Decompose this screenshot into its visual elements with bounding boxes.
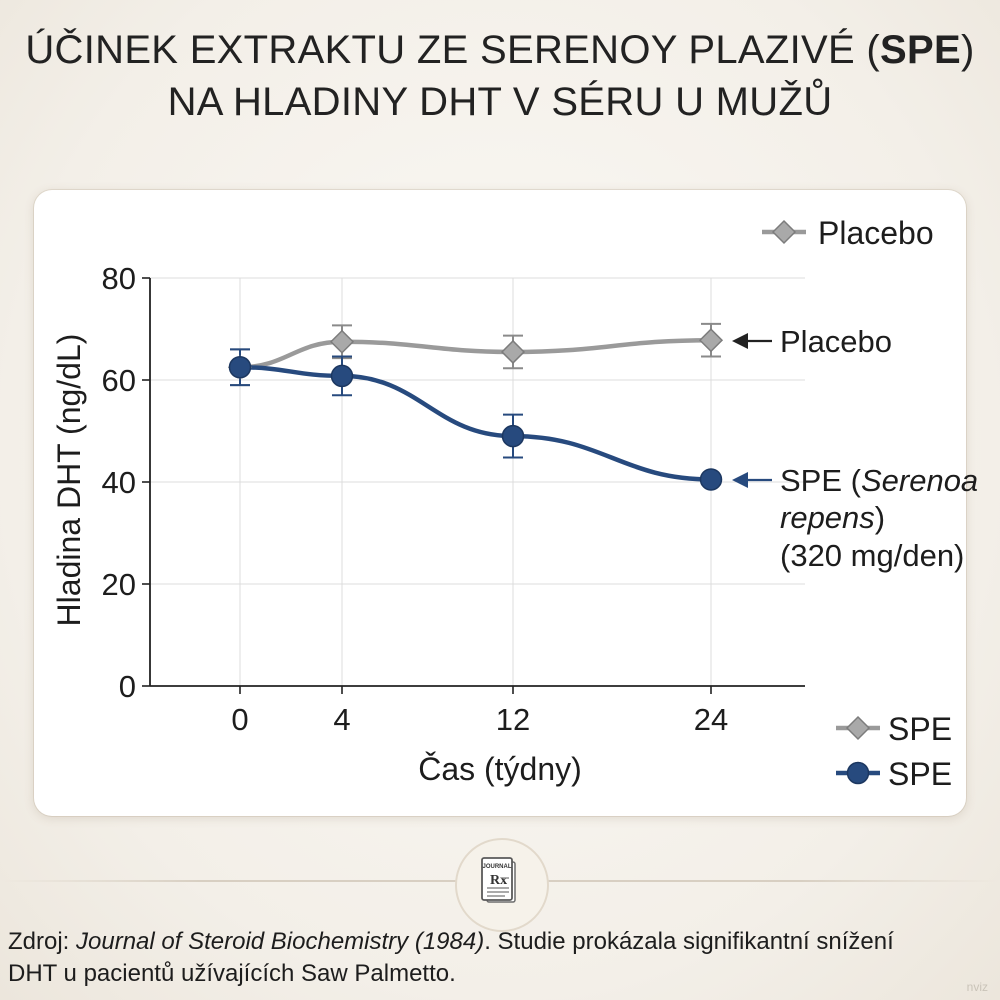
annotation-spe-dose: (320 mg/den) — [780, 538, 964, 573]
y-axis-label: Hladina DHT (ng/dL) — [51, 334, 87, 627]
annotation-spe-prefix: SPE ( — [780, 463, 862, 498]
legend-bottom-marker-diamond — [845, 715, 871, 741]
x-tick-label: 12 — [496, 702, 530, 737]
chart-ticks: 0 20 40 60 80 0 4 12 24 Čas (týdny) Hladina DHT (n… — [51, 261, 728, 787]
legend-bottom-marker-circle — [846, 761, 870, 785]
series-line-placebo — [237, 337, 714, 370]
y-tick-label: 80 — [102, 261, 136, 296]
source-line-1: Zdroj: Journal of Steroid Biochemistry (… — [8, 928, 894, 955]
data-point-spe-4 — [330, 364, 354, 388]
y-tick-label: 0 — [119, 669, 136, 704]
annotation-spe-line-1: SPE (Serenoa — [780, 463, 978, 498]
chart-title: ÚČINEK EXTRAKTU ZE SERENOY PLAZIVÉ (SPE)… — [0, 24, 1000, 128]
title-line-1: ÚČINEK EXTRAKTU ZE SERENOY PLAZIVÉ (SPE) — [25, 28, 975, 72]
chart-series — [227, 322, 724, 491]
title-line-2: NA HLADINY DHT V SÉRU U MUŽŮ — [167, 80, 833, 124]
legend-bottom-label-1: SPE — [888, 711, 952, 747]
x-tick-label: 0 — [231, 702, 248, 737]
series-line-spe — [237, 365, 714, 482]
source-journal: Journal of Steroid Biochemistry (1984) — [76, 928, 485, 955]
annotation-spe-close: ) — [875, 500, 885, 535]
data-point-placebo-24 — [698, 328, 724, 353]
y-tick-label: 40 — [102, 465, 136, 500]
annotation-placebo: Placebo — [780, 324, 892, 359]
annotation-spe-genus: Serenoa — [861, 463, 978, 498]
watermark: nviz — [966, 980, 988, 994]
data-point-spe-12 — [501, 424, 525, 448]
legend-top-marker — [771, 219, 797, 245]
chart-legend: Placebo SPE SPE — [762, 215, 952, 792]
annotation-arrow-placebo-head — [732, 333, 748, 349]
data-point-spe-24 — [699, 468, 723, 491]
x-tick-label: 4 — [333, 702, 350, 737]
journal-badge: JOURNAL Rx — [455, 838, 549, 932]
legend-top-label: Placebo — [818, 215, 934, 251]
x-tick-label: 24 — [694, 702, 728, 737]
x-axis-label: Čas (týdny) — [418, 751, 582, 787]
y-tick-label: 60 — [102, 363, 136, 398]
source-line-2: DHT u pacientů užívajících Saw Palmetto. — [8, 960, 456, 987]
data-point-placebo-4 — [329, 329, 355, 354]
data-point-placebo-12 — [500, 339, 526, 365]
y-tick-label: 20 — [102, 567, 136, 602]
journal-badge-symbol: Rx — [490, 873, 507, 888]
chart-grid — [150, 277, 805, 686]
annotation-arrow-spe-head — [732, 472, 748, 488]
title-bold-abbr: SPE — [880, 28, 961, 72]
chart-card — [34, 190, 966, 816]
source-note: Zdroj: Journal of Steroid Biochemistry (… — [8, 926, 1000, 990]
journal-badge-label: JOURNAL — [482, 864, 511, 870]
annotation-spe-species: repens — [780, 500, 875, 535]
annotation-spe-line-2: repens) — [780, 500, 885, 535]
journal-rx-icon: JOURNAL Rx — [481, 857, 516, 903]
legend-bottom-label-2: SPE — [888, 756, 952, 792]
data-point-spe-0 — [228, 356, 252, 379]
